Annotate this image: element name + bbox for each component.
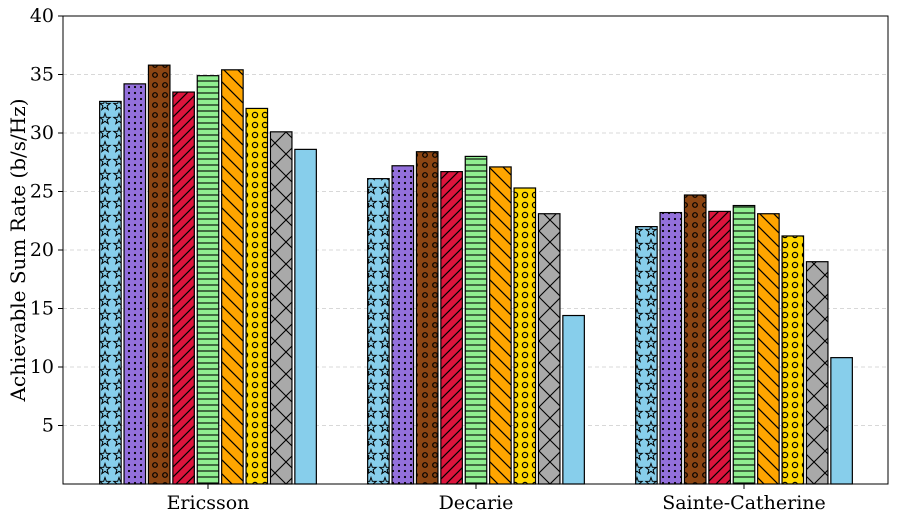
bar <box>635 226 658 485</box>
y-tick-label: 40 <box>30 5 54 27</box>
x-tick-label: Sainte-Catherine <box>662 492 826 514</box>
y-tick-label: 25 <box>30 181 54 203</box>
bar <box>99 100 122 485</box>
bar <box>732 204 756 485</box>
x-axis: Ericsson Decarie Sainte-Catherine <box>167 484 826 514</box>
y-tick-label: 35 <box>30 64 54 86</box>
y-tick-label: 5 <box>42 415 54 437</box>
x-tick-label: Decarie <box>439 492 514 514</box>
bar <box>123 83 147 485</box>
bar <box>489 166 512 485</box>
bar <box>245 107 269 485</box>
bar <box>415 151 439 485</box>
bar <box>513 187 537 485</box>
bar <box>683 194 707 485</box>
y-tick-label: 10 <box>30 356 54 378</box>
bar <box>367 178 390 485</box>
bar <box>391 165 415 485</box>
bar <box>464 155 488 485</box>
bar <box>830 357 853 485</box>
bar <box>757 213 780 485</box>
bar <box>269 131 293 485</box>
bars-group <box>99 64 853 485</box>
bar <box>440 171 463 485</box>
bar <box>805 261 829 485</box>
y-tick-label: 20 <box>30 239 54 261</box>
bar <box>147 64 171 485</box>
bar <box>659 211 683 485</box>
bar <box>172 91 195 485</box>
bar <box>562 314 585 485</box>
bar <box>196 75 220 485</box>
y-axis-title: Achievable Sum Rate (b/s/Hz) <box>6 98 30 402</box>
y-tick-label: 15 <box>30 298 54 320</box>
bar <box>294 148 317 485</box>
y-axis: 5 10 15 20 25 30 35 40 <box>30 5 63 437</box>
bar <box>781 235 805 485</box>
bar <box>221 69 244 485</box>
y-tick-label: 30 <box>30 122 54 144</box>
bar <box>537 213 561 485</box>
x-tick-label: Ericsson <box>167 492 250 514</box>
bar <box>708 210 731 485</box>
